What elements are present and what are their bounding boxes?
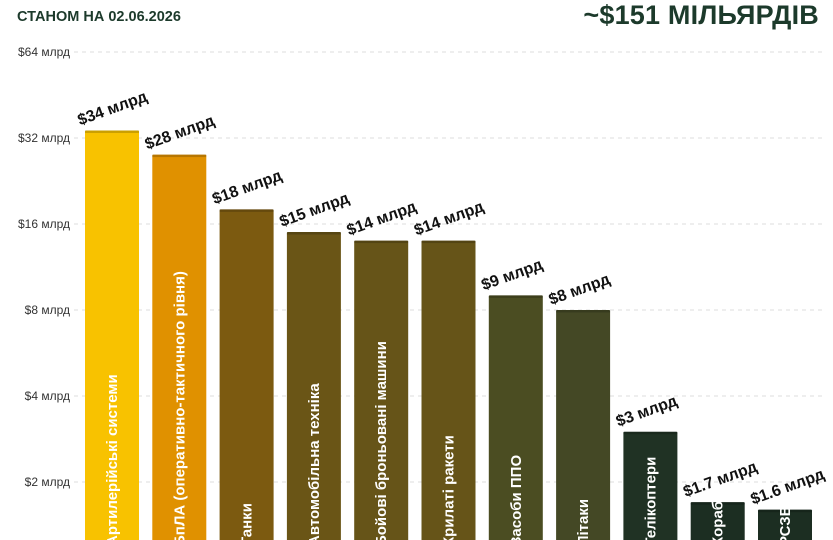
bar-category-label: Літаки [575,499,592,540]
bar-value-label: $9 млрд [479,256,545,294]
bar-top-edge [286,232,341,235]
bars: Артилерійські системи БпЛА (оперативно-та… [85,130,812,540]
bar-group: Гелікоптери [623,431,678,540]
bar-group: Літаки [556,310,611,540]
y-tick-label: $4 млрд [25,389,70,403]
bar [219,209,274,540]
bar-category-label: Танки [239,503,256,540]
bar-value-label: $1.6 млрд [749,466,827,508]
bar [286,232,341,540]
y-axis: $2 млрд $4 млрд $8 млрд $16 млрд $32 млрд $64… [18,45,70,489]
bar-group: Бойові броньовані машини [354,240,409,540]
bar-value-label: $14 млрд [345,198,419,239]
bar-group: Автомобільна техніка [286,232,341,540]
bar-group: Танки [219,209,274,540]
bar-value-label: $8 млрд [547,271,613,309]
bar [421,240,476,540]
as-of-date: СТАНОМ НА 02.06.2026 [17,9,181,25]
bar-top-edge [556,310,611,313]
y-tick-label: $2 млрд [25,475,70,489]
total-amount: ~$151 МІЛЬЯРДІВ [583,0,819,30]
bar [488,295,543,540]
bar-group: Артилерійські системи [85,130,139,540]
bar-category-label: РСЗВ [777,505,794,540]
y-tick-label: $8 млрд [25,303,70,317]
bar-group: БпЛА (оперативно-тактичного рівня) [152,154,207,540]
bar-category-label: Засоби ППО [508,455,525,540]
bar [623,431,678,540]
bar-category-label: Кораблі [710,488,727,540]
bar [85,130,139,540]
bar-category-label: Гелікоптери [642,457,659,540]
y-tick-label: $64 млрд [18,45,70,59]
bar-value-label: $14 млрд [412,198,486,239]
bar [556,310,611,540]
bar-top-edge [690,502,745,505]
bar-group: Кораблі [690,488,745,540]
bar-value-label: $18 млрд [210,167,284,208]
bar [152,154,207,540]
bar-group: РСЗВ [758,505,812,540]
bar-category-label: Бойові броньовані машини [373,341,390,540]
bar-category-label: БпЛА (оперативно-тактичного рівня) [171,271,188,540]
y-tick-label: $16 млрд [18,217,70,231]
bar [758,509,812,540]
bar-category-label: Артилерійські системи [104,374,121,540]
bar-value-label: $34 млрд [76,88,150,129]
bar-top-edge [421,240,476,244]
bar-group: Засоби ППО [488,295,543,540]
bar-top-edge [623,431,678,435]
bar [690,502,745,540]
bar-value-label: $3 млрд [614,393,680,431]
bar-top-edge [758,509,812,513]
bar-value-label: $28 млрд [143,112,217,153]
bar-top-edge [354,240,409,244]
bar-top-edge [152,154,207,158]
bar-top-edge [219,209,274,212]
bar-top-edge [488,295,543,298]
bar-category-label: Крилаті ракети [441,435,458,540]
bar-top-edge [85,130,139,133]
bar-value-label: $15 млрд [277,190,351,231]
y-tick-label: $32 млрд [18,131,70,145]
bar-category-label: Автомобільна техніка [306,383,323,540]
bar-group: Крилаті ракети [421,240,476,540]
bar [354,240,409,540]
